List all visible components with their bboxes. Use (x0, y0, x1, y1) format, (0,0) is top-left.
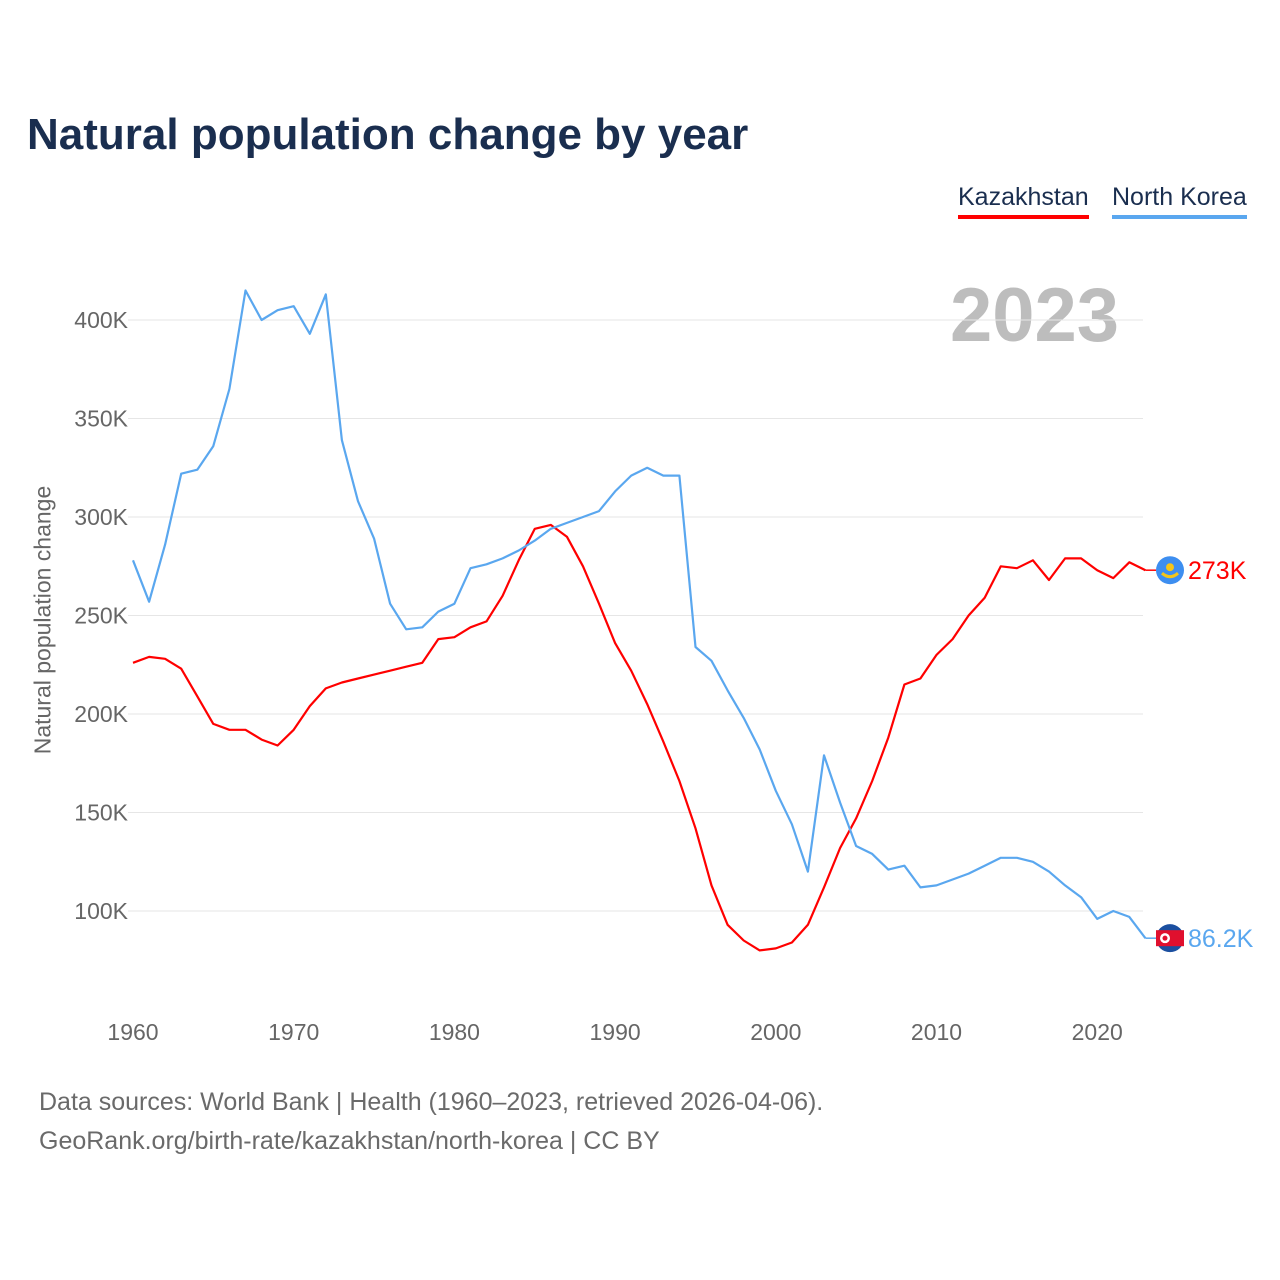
x-tick-label: 1970 (268, 1019, 319, 1045)
series-line-north-korea (131, 289, 1147, 939)
chart-title: Natural population change by year (27, 110, 749, 159)
year-watermark: 2023 (950, 273, 1120, 358)
y-tick-label: 200K (74, 701, 128, 727)
x-tick-label: 2020 (1072, 1019, 1123, 1045)
y-tick-label: 300K (74, 504, 128, 530)
source-line-2[interactable]: GeoRank.org/birth-rate/kazakhstan/north-… (39, 1127, 660, 1155)
source-line-1: Data sources: World Bank | Health (1960–… (39, 1088, 824, 1116)
flag-eagle (1161, 572, 1179, 579)
y-tick-label: 100K (74, 898, 128, 924)
x-tick-label: 2000 (750, 1019, 801, 1045)
y-tick-label: 350K (74, 406, 128, 432)
x-tick-label: 2010 (911, 1019, 962, 1045)
y-tick-label: 150K (74, 800, 128, 826)
y-tick-label: 400K (74, 307, 128, 333)
series-line-kazakhstan (132, 523, 1146, 952)
legend-north-korea[interactable]: North Korea (1112, 183, 1247, 219)
x-tick-label: 1980 (429, 1019, 480, 1045)
flag-sun (1166, 563, 1174, 572)
end-value-label: 273K (1188, 557, 1247, 585)
x-tick-label: 1960 (107, 1019, 158, 1045)
legend-kazakhstan[interactable]: Kazakhstan (958, 183, 1089, 219)
end-value-label: 86.2K (1188, 925, 1254, 953)
flag-star (1162, 935, 1168, 941)
y-tick-label: 250K (74, 603, 128, 629)
x-tick-label: 1990 (590, 1019, 641, 1045)
